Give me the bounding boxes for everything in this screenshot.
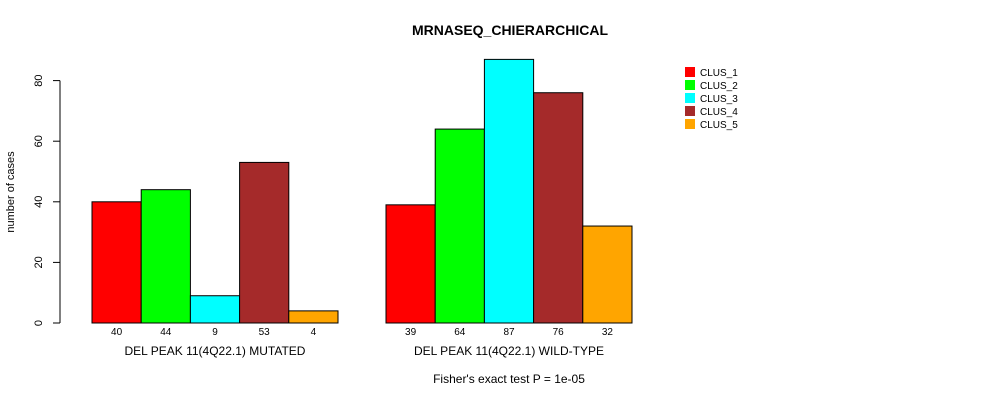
y-tick-label: 60 xyxy=(33,135,45,147)
y-tick-label: 40 xyxy=(33,196,45,208)
legend-label: CLUS_1 xyxy=(700,68,738,79)
bar-value-label: 76 xyxy=(553,327,565,338)
y-tick-label: 0 xyxy=(33,320,45,326)
bar-clus3-group1 xyxy=(189,295,241,324)
bar-value-label: 53 xyxy=(259,327,271,338)
legend-swatch xyxy=(685,93,695,103)
bar-clus4-group2 xyxy=(533,92,584,324)
bar-value-label: 87 xyxy=(503,327,515,338)
bars xyxy=(91,58,633,324)
y-axis-label: number of cases xyxy=(5,151,17,233)
bar-clus2-group1 xyxy=(140,189,191,324)
bar-value-label: 44 xyxy=(160,327,172,338)
bar-clus3-group2 xyxy=(483,58,535,324)
y-tick-label: 80 xyxy=(33,74,45,86)
group-label: DEL PEAK 11(4Q22.1) WILD-TYPE xyxy=(414,344,604,358)
chart-title: MRNASEQ_CHIERARCHICAL xyxy=(412,22,608,38)
bar-clus5-group1 xyxy=(288,310,339,324)
bar-clus1-group1 xyxy=(91,201,142,324)
y-axis: 0 20 40 60 80 xyxy=(33,74,61,326)
bar-value-label: 40 xyxy=(111,327,123,338)
legend-label: CLUS_3 xyxy=(700,94,738,105)
y-tick-label: 20 xyxy=(33,256,45,268)
fisher-test-footnote: Fisher's exact test P = 1e-05 xyxy=(433,372,585,386)
bar-clus4-group1 xyxy=(239,161,290,324)
bar-value-label: 9 xyxy=(212,327,218,338)
bar-value-label: 39 xyxy=(405,327,417,338)
legend-swatch xyxy=(685,67,695,77)
legend-label: CLUS_2 xyxy=(700,81,738,92)
bar-clus2-group2 xyxy=(434,128,485,324)
bar-value-label: 4 xyxy=(311,327,317,338)
legend-swatch xyxy=(685,80,695,90)
legend-label: CLUS_5 xyxy=(700,120,738,131)
value-labels: 40 44 9 53 4 39 64 87 76 32 xyxy=(111,327,613,338)
legend-label: CLUS_4 xyxy=(700,107,738,118)
legend: CLUS_1 CLUS_2 CLUS_3 CLUS_4 CLUS_5 xyxy=(685,67,738,131)
legend-swatch xyxy=(685,119,695,129)
bar-clus1-group2 xyxy=(385,204,436,324)
legend-swatch xyxy=(685,106,695,116)
group-labels: DEL PEAK 11(4Q22.1) MUTATED DEL PEAK 11(4… xyxy=(125,344,605,358)
bar-value-label: 64 xyxy=(454,327,466,338)
bar-clus5-group2 xyxy=(582,225,633,324)
bar-value-label: 32 xyxy=(602,327,614,338)
group-label: DEL PEAK 11(4Q22.1) MUTATED xyxy=(125,344,306,358)
